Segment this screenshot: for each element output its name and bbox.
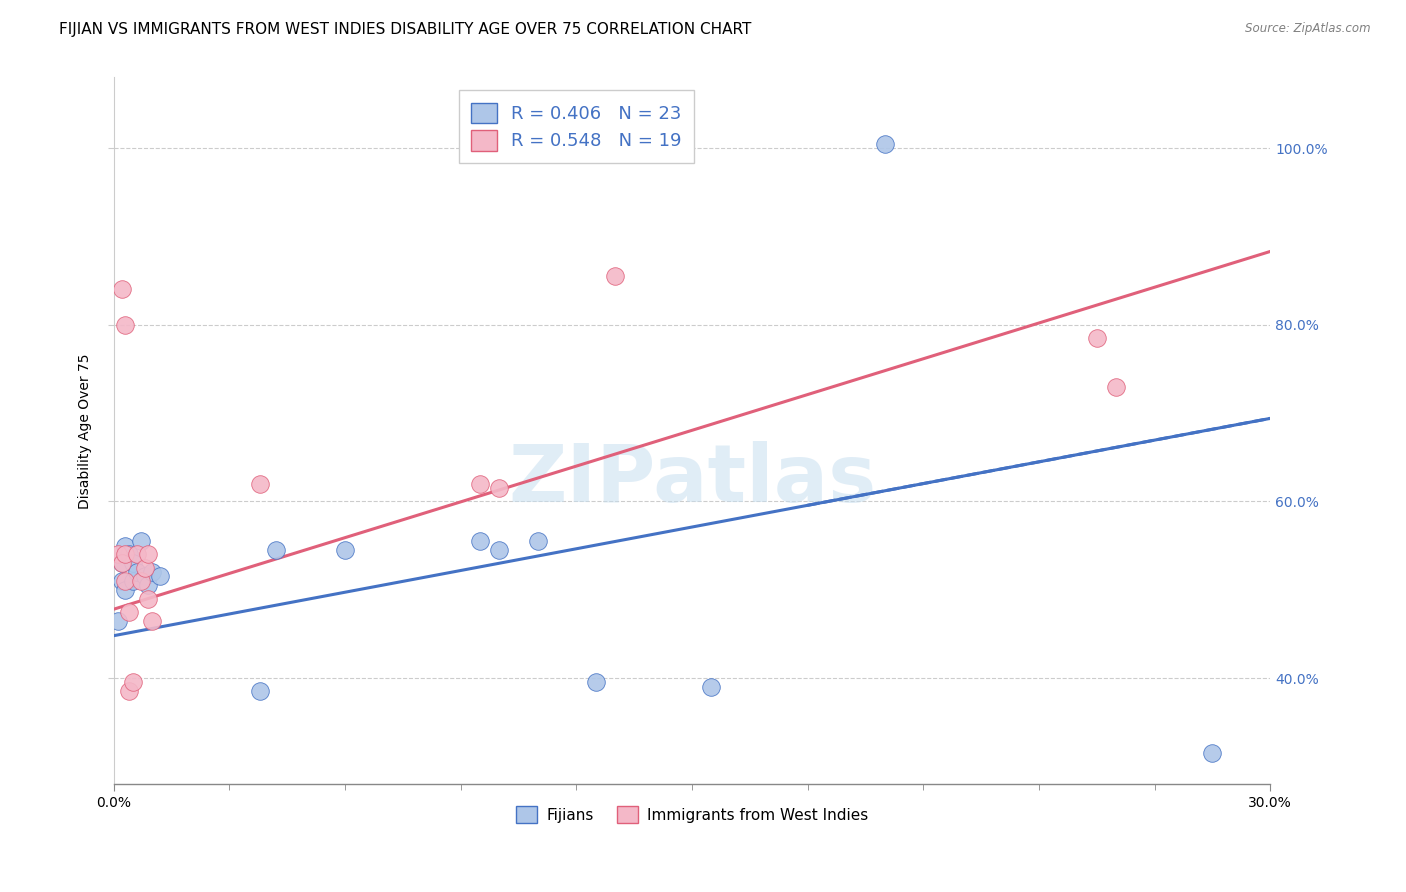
Point [249, 476, 271, 491]
Point [114, 539, 136, 553]
Point [110, 556, 132, 570]
Point [138, 591, 160, 606]
Point [114, 582, 136, 597]
Text: FIJIAN VS IMMIGRANTS FROM WEST INDIES DISABILITY AGE OVER 75 CORRELATION CHART: FIJIAN VS IMMIGRANTS FROM WEST INDIES DI… [59, 22, 751, 37]
Point [134, 569, 156, 583]
Point [110, 282, 132, 296]
Point [249, 684, 271, 698]
Point [488, 481, 510, 495]
Point [122, 675, 145, 690]
Point [107, 548, 129, 562]
Point [149, 569, 172, 583]
Point [129, 574, 152, 588]
Point [141, 565, 163, 579]
Legend: Fijians, Immigrants from West Indies: Fijians, Immigrants from West Indies [509, 799, 875, 830]
Point [585, 675, 607, 690]
Point [700, 680, 723, 694]
Point [129, 534, 152, 549]
Point [107, 614, 129, 628]
Point [333, 543, 356, 558]
Point [1105, 379, 1128, 393]
Point [488, 543, 510, 558]
Point [114, 318, 136, 332]
Point [134, 560, 156, 574]
Point [141, 614, 163, 628]
Point [125, 548, 148, 562]
Point [122, 556, 145, 570]
Point [264, 543, 287, 558]
Point [527, 534, 550, 549]
Point [468, 534, 491, 549]
Point [1201, 746, 1223, 760]
Point [122, 574, 145, 588]
Point [110, 556, 132, 570]
Point [118, 548, 141, 562]
Point [118, 605, 141, 619]
Point [110, 574, 132, 588]
Point [1085, 331, 1108, 345]
Text: ZIPatlas: ZIPatlas [508, 442, 876, 519]
Point [114, 574, 136, 588]
Point [603, 269, 626, 284]
Point [468, 476, 491, 491]
Point [138, 578, 160, 592]
Point [138, 548, 160, 562]
Point [873, 136, 896, 151]
Text: Source: ZipAtlas.com: Source: ZipAtlas.com [1246, 22, 1371, 36]
Point [118, 684, 141, 698]
Y-axis label: Disability Age Over 75: Disability Age Over 75 [79, 353, 93, 508]
Point [125, 565, 148, 579]
Point [114, 548, 136, 562]
